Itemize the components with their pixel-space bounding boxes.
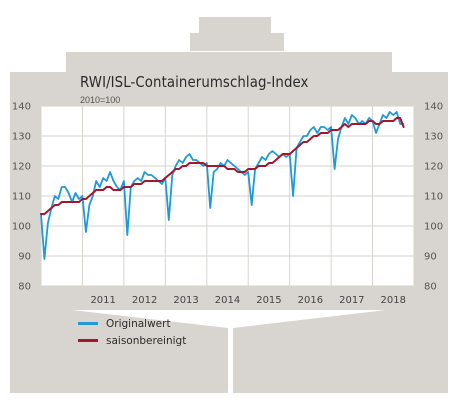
legend: Originalwert saisonbereinigt bbox=[78, 315, 186, 349]
y-tick-label-left: 80 bbox=[18, 282, 31, 293]
x-tick-label: 2012 bbox=[132, 295, 157, 306]
y-axis-right: 80 90 100 110 120 130 140 bbox=[424, 102, 443, 293]
y-tick-label-left: 90 bbox=[18, 252, 31, 263]
y-tick-label-right: 80 bbox=[424, 282, 437, 293]
legend-item-original: Originalwert bbox=[78, 315, 186, 332]
y-tick-label-right: 140 bbox=[424, 102, 443, 113]
y-tick-label-right: 110 bbox=[424, 192, 443, 203]
y-tick-label-left: 100 bbox=[12, 222, 31, 233]
x-tick-label: 2016 bbox=[298, 295, 323, 306]
y-tick-label-left: 120 bbox=[12, 162, 31, 173]
ship-upper-deck bbox=[66, 52, 392, 72]
ship-bridge bbox=[190, 17, 284, 51]
x-axis-year-labels: 2011 2012 2013 2014 2015 2016 2017 2018 bbox=[90, 295, 406, 306]
y-tick-label-right: 130 bbox=[424, 132, 443, 143]
series-line-adjusted bbox=[40, 117, 405, 215]
legend-label-adjusted: saisonbereinigt bbox=[106, 334, 187, 347]
x-tick-label: 2011 bbox=[90, 295, 115, 306]
y-tick-label-right: 100 bbox=[424, 222, 443, 233]
y-tick-label-left: 140 bbox=[12, 102, 31, 113]
y-tick-label-right: 90 bbox=[424, 252, 437, 263]
x-tick-label: 2013 bbox=[173, 295, 198, 306]
x-tick-label: 2014 bbox=[215, 295, 240, 306]
chart-title: RWI/ISL-Containerumschlag-Index bbox=[80, 73, 309, 91]
y-axis-left: 80 90 100 110 120 130 140 bbox=[12, 102, 31, 293]
legend-label-original: Originalwert bbox=[106, 317, 171, 330]
x-tick-label: 2018 bbox=[381, 295, 406, 306]
x-tick-label: 2017 bbox=[339, 295, 364, 306]
x-tick-label: 2015 bbox=[256, 295, 281, 306]
series-lines bbox=[40, 111, 405, 260]
legend-swatch-original bbox=[78, 322, 98, 325]
legend-swatch-adjusted bbox=[78, 339, 98, 342]
y-tick-label-left: 110 bbox=[12, 192, 31, 203]
y-tick-label-right: 120 bbox=[424, 162, 443, 173]
y-tick-label-left: 130 bbox=[12, 132, 31, 143]
legend-item-adjusted: saisonbereinigt bbox=[78, 332, 186, 349]
grid-lines bbox=[40, 105, 415, 287]
series-line-original bbox=[40, 111, 405, 260]
chart-subtitle: 2010=100 bbox=[80, 95, 121, 105]
